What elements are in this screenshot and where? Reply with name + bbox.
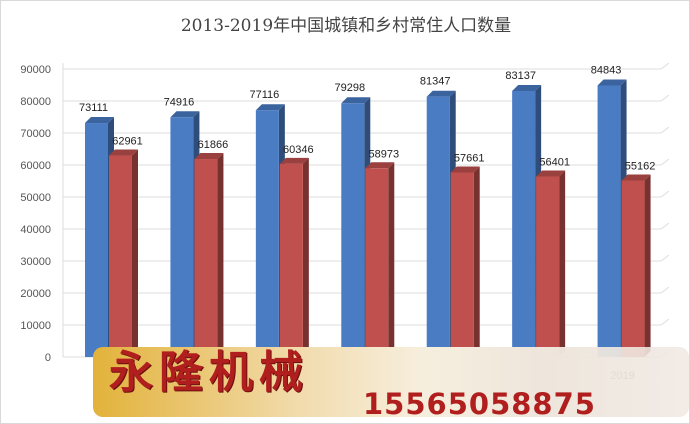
bar-side [559, 170, 566, 357]
data-label: 73111 [79, 102, 108, 114]
y-tick-label: 30000 [20, 256, 51, 268]
bar-top [536, 170, 566, 177]
data-label: 61866 [198, 139, 229, 151]
bar-series-1 [426, 96, 450, 357]
bar-series-2 [621, 180, 645, 357]
bar-top [85, 117, 114, 124]
data-label: 60346 [283, 144, 314, 156]
grid-line-depth [660, 62, 670, 70]
bar-side [132, 149, 138, 357]
data-label: 58973 [368, 148, 399, 160]
grid-line-depth [660, 254, 670, 262]
bar-top [365, 162, 395, 169]
bar-side [302, 157, 309, 357]
grid-line-depth [660, 126, 670, 134]
data-label: 56401 [539, 157, 570, 169]
bar-side [644, 174, 651, 357]
data-label: 55162 [625, 160, 656, 172]
bar-top [279, 157, 309, 164]
bar-series-2 [279, 163, 303, 357]
grid-line-depth [660, 190, 670, 198]
watermark-brand: 永隆机械 [109, 347, 309, 398]
watermark-phone: 15565058875 [363, 387, 596, 421]
bar-top [597, 79, 627, 86]
data-label: 77116 [249, 89, 279, 101]
bar-series-1 [255, 110, 279, 358]
data-label: 84843 [591, 65, 622, 77]
y-tick-label: 80000 [20, 96, 51, 108]
grid-line-depth [660, 222, 670, 230]
bar-top [341, 97, 371, 104]
watermark-banner [93, 347, 689, 417]
bar-side [473, 166, 480, 357]
data-label: 62961 [112, 136, 143, 148]
data-label: 74916 [164, 96, 195, 108]
bar-top [450, 166, 480, 173]
bar-side [217, 153, 224, 357]
bar-series-2 [536, 176, 560, 357]
bar-top [109, 149, 138, 156]
bar-series-1 [85, 123, 108, 357]
bar-top [512, 84, 542, 91]
bar-series-2 [365, 168, 389, 357]
data-label: 79298 [334, 82, 365, 94]
bar-top [426, 90, 456, 97]
bar-series-1 [512, 90, 536, 357]
data-label: 57661 [454, 152, 485, 164]
y-tick-label: 60000 [20, 160, 51, 172]
data-label: 81347 [420, 76, 451, 88]
data-label: 83137 [505, 70, 536, 82]
grid-line-depth [660, 94, 670, 102]
y-tick-label: 70000 [20, 128, 51, 140]
y-tick-label: 20000 [20, 288, 51, 300]
bars [85, 79, 651, 358]
bar-series-1 [170, 117, 194, 357]
bar-series-2 [450, 172, 474, 357]
y-tick-label: 10000 [20, 320, 51, 332]
y-tick-label: 0 [45, 352, 51, 364]
bar-series-1 [597, 85, 621, 357]
grid-line-depth [660, 286, 670, 294]
bar-series-1 [341, 103, 365, 357]
bar-series-2 [109, 155, 132, 357]
chart-title: 2013-2019年中国城镇和乡村常住人口数量 [181, 16, 511, 36]
y-tick-label: 90000 [20, 64, 51, 76]
bar-top [194, 153, 224, 160]
y-axis-ticks: 0 10000 20000 30000 40000 50000 60000 70000 8000… [20, 64, 51, 364]
data-labels: 73111 62961 74916 61866 77116 60346 79298 58973… [79, 65, 655, 173]
bar-top [170, 111, 200, 118]
bar-side [388, 162, 395, 357]
bar-top [621, 174, 651, 181]
bar-series-2 [194, 159, 218, 357]
bar-top [255, 104, 285, 111]
grid-line-depth [660, 158, 670, 166]
y-tick-label: 50000 [20, 192, 51, 204]
grid-line-depth [660, 318, 670, 326]
y-tick-label: 40000 [20, 224, 51, 236]
